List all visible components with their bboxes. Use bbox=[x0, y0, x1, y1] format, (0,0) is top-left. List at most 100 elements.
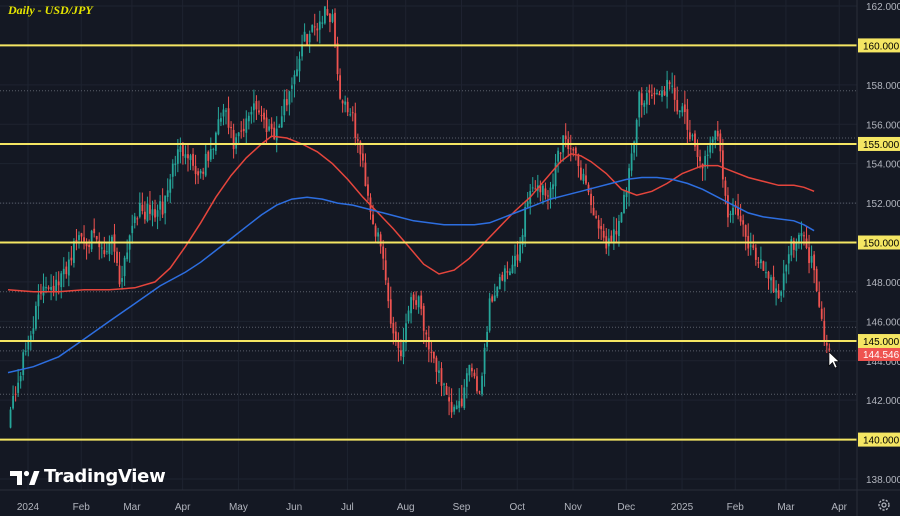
gear-icon[interactable] bbox=[877, 498, 891, 512]
candle-body bbox=[787, 254, 790, 264]
sma-blue-line bbox=[7, 176, 815, 374]
price-tick-label: 138.000 bbox=[866, 475, 900, 486]
candle-body bbox=[29, 335, 32, 341]
candle-body bbox=[384, 260, 387, 281]
candle-body bbox=[803, 235, 805, 237]
candle-body bbox=[303, 31, 306, 42]
candle-body bbox=[683, 104, 686, 112]
candle-body bbox=[32, 328, 35, 334]
candle-body bbox=[501, 274, 504, 281]
candle-body bbox=[473, 372, 476, 377]
candle-body bbox=[184, 154, 187, 158]
candle-body bbox=[240, 130, 243, 132]
candle-body bbox=[737, 207, 739, 216]
candle-body bbox=[633, 141, 636, 153]
candle-body bbox=[407, 310, 410, 322]
candle-body bbox=[50, 287, 52, 290]
candle-body bbox=[656, 92, 658, 94]
candle-body bbox=[648, 90, 651, 93]
candle-body bbox=[739, 215, 742, 222]
candle-body bbox=[623, 194, 625, 214]
candle-body bbox=[232, 129, 235, 150]
candle-body bbox=[161, 201, 164, 215]
candle-body bbox=[493, 295, 496, 302]
candle-body bbox=[67, 259, 70, 276]
candle-body bbox=[402, 340, 405, 357]
time-tick-label: May bbox=[229, 502, 248, 513]
dotted-levels bbox=[0, 90, 857, 395]
candle-body bbox=[95, 236, 98, 240]
candle-body bbox=[283, 99, 286, 116]
candle-body bbox=[534, 188, 537, 190]
candle-body bbox=[526, 201, 529, 207]
candle-body bbox=[149, 204, 151, 214]
candle-body bbox=[199, 170, 202, 174]
candle-body bbox=[828, 348, 831, 350]
candle-body bbox=[374, 225, 377, 237]
candle-body bbox=[521, 235, 524, 245]
candle-body bbox=[506, 271, 509, 273]
candle-body bbox=[772, 276, 775, 292]
candle-body bbox=[275, 128, 278, 141]
candle-body bbox=[171, 163, 174, 177]
candle-body bbox=[541, 185, 544, 195]
candle-body bbox=[577, 154, 580, 166]
candle-body bbox=[531, 187, 534, 189]
candle-body bbox=[364, 162, 367, 187]
candle-body bbox=[440, 368, 443, 386]
candle-body bbox=[321, 22, 324, 24]
candle-body bbox=[721, 150, 724, 180]
candle-body bbox=[653, 93, 656, 95]
candle-body bbox=[131, 225, 134, 234]
candle-body bbox=[635, 119, 638, 144]
price-axis[interactable]: 138.000 140.000 142.000 144.000 146.000 148.0… bbox=[857, 0, 900, 516]
candle-body bbox=[392, 322, 395, 334]
chart-title: Daily - USD/JPY bbox=[8, 3, 93, 17]
level-price-label: 140.000 bbox=[863, 436, 900, 447]
candle-body bbox=[640, 93, 643, 106]
candle-body bbox=[744, 225, 747, 237]
candle-body bbox=[729, 213, 732, 216]
candle-body bbox=[727, 195, 729, 218]
candle-body bbox=[815, 268, 818, 291]
candle-body bbox=[476, 376, 478, 392]
time-tick-label: Apr bbox=[831, 502, 847, 513]
candle-body bbox=[430, 351, 433, 353]
candle-body bbox=[316, 28, 319, 31]
candle-body bbox=[258, 110, 260, 113]
candle-body bbox=[658, 93, 661, 96]
candle-body bbox=[293, 74, 296, 85]
candle-body bbox=[12, 395, 14, 409]
candle-body bbox=[359, 141, 362, 155]
candle-body bbox=[331, 14, 334, 22]
candle-body bbox=[754, 247, 757, 260]
level-price-label: 155.000 bbox=[863, 140, 900, 151]
candle-body bbox=[367, 184, 369, 196]
candle-body bbox=[326, 9, 329, 16]
candle-body bbox=[630, 153, 633, 171]
candle-body bbox=[268, 126, 271, 131]
candle-body bbox=[250, 111, 253, 115]
time-axis-bg bbox=[0, 490, 900, 516]
candle-body bbox=[34, 305, 37, 329]
candle-body bbox=[296, 69, 298, 76]
candle-body bbox=[422, 305, 425, 331]
candle-body bbox=[491, 296, 494, 302]
candle-body bbox=[770, 277, 772, 281]
candle-body bbox=[189, 155, 192, 161]
candle-body bbox=[123, 257, 126, 277]
candle-body bbox=[673, 87, 676, 100]
candle-body bbox=[549, 187, 552, 200]
time-tick-label: 2025 bbox=[671, 502, 694, 513]
candle-body bbox=[60, 273, 63, 288]
last-price-tag bbox=[858, 347, 900, 361]
candle-body bbox=[323, 6, 326, 24]
candle-body bbox=[121, 278, 123, 282]
candle-body bbox=[308, 33, 311, 43]
candle-body bbox=[767, 271, 770, 279]
price-tick-label: 142.000 bbox=[866, 396, 900, 407]
candle-body bbox=[410, 297, 412, 314]
